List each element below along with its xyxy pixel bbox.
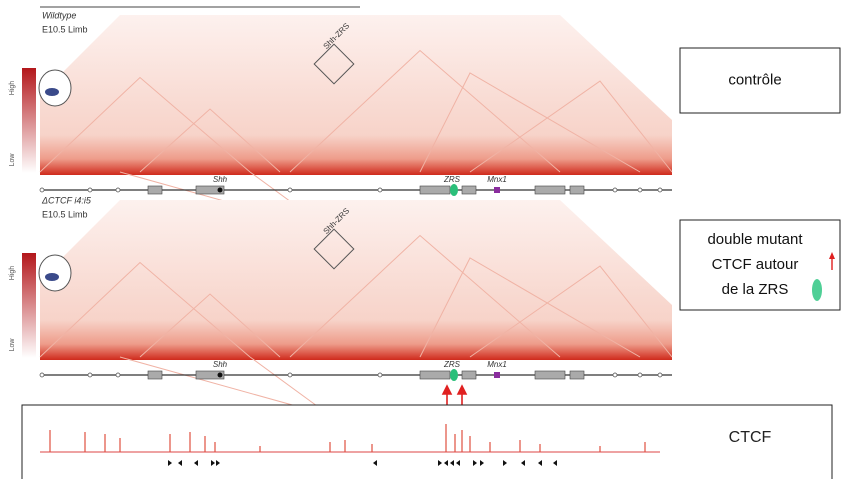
tad-edge <box>419 257 641 358</box>
mnx1-marker <box>494 372 500 378</box>
hic-map <box>40 15 672 175</box>
limb-icon <box>45 273 59 281</box>
shh-marker <box>217 372 223 378</box>
gene <box>419 185 451 195</box>
zrs-marker <box>450 184 458 196</box>
gene-tick <box>657 187 663 193</box>
ctcf-motif <box>178 460 182 466</box>
gene <box>461 185 477 195</box>
ctcf-peaks <box>49 424 646 466</box>
annotation-text: CTCF autour <box>712 256 799 273</box>
gene <box>569 185 585 195</box>
annotation-text: de la ZRS <box>722 281 789 298</box>
tad-edge <box>469 80 673 173</box>
ctcf-label: CTCF <box>729 429 772 446</box>
embryo-icon <box>38 254 72 292</box>
scale-high: High <box>9 266 16 281</box>
gene-tick <box>39 187 45 193</box>
gene-tick <box>287 187 293 193</box>
zrs-marker <box>450 369 458 381</box>
ctcf-motif <box>168 460 172 466</box>
annotation-arrowhead <box>829 252 835 259</box>
gene-label: Shh <box>213 175 228 184</box>
ctcf-motif <box>553 460 557 466</box>
gene <box>419 370 451 380</box>
ctcf-motif <box>450 460 454 466</box>
gene <box>569 370 585 380</box>
ctcf-motif <box>521 460 525 466</box>
ctcf-motif <box>444 460 448 466</box>
gene-tick <box>637 187 643 193</box>
tad-edge <box>139 108 281 173</box>
gene-tick <box>115 372 121 378</box>
ctcf-motif <box>480 460 484 466</box>
ctcf-motif <box>373 460 377 466</box>
tad-edge <box>39 261 251 358</box>
gene-tick <box>612 187 618 193</box>
mnx1-marker <box>494 187 500 193</box>
tad-edge <box>289 49 561 173</box>
gene-tick <box>87 187 93 193</box>
ctcf-motif <box>438 460 442 466</box>
gene-tick <box>612 372 618 378</box>
gene-tick <box>637 372 643 378</box>
annotation-zrs <box>812 279 822 301</box>
ctcf-motif <box>538 460 542 466</box>
gene-label: Mnx1 <box>487 360 507 369</box>
annotation-text: contrôle <box>728 71 781 88</box>
gene <box>147 185 163 195</box>
color-scale <box>22 68 36 173</box>
gene <box>534 370 566 380</box>
stage: E10.5 Limb <box>42 209 88 219</box>
tad-edge <box>289 234 561 358</box>
ctcf-motif <box>473 460 477 466</box>
gene <box>195 185 225 195</box>
gene-tick <box>287 372 293 378</box>
gene-tick <box>657 372 663 378</box>
limb-icon <box>45 88 59 96</box>
gene-tick <box>39 372 45 378</box>
genotype: ΔCTCF i4:i5 <box>41 195 92 205</box>
tad-edge <box>419 72 641 173</box>
gene-tick <box>87 372 93 378</box>
ctcf-motif <box>216 460 220 466</box>
ctcf-box <box>21 404 833 479</box>
gene <box>147 370 163 380</box>
contact-box <box>313 43 355 85</box>
annotation-box <box>679 47 841 114</box>
gene <box>534 185 566 195</box>
stage: E10.5 Limb <box>42 24 88 34</box>
gene-tick <box>377 372 383 378</box>
gene-tick <box>115 187 121 193</box>
embryo-icon <box>38 69 72 107</box>
scale-low: Low <box>9 153 16 167</box>
ctcf-motif <box>194 460 198 466</box>
gene-label: ZRS <box>443 175 461 184</box>
tad-edge <box>139 293 281 358</box>
gene <box>461 370 477 380</box>
tad-edge <box>469 265 673 358</box>
genotype: Wildtype <box>42 10 76 20</box>
gene-tick <box>377 187 383 193</box>
contact-box <box>313 228 355 270</box>
gene-label: ZRS <box>443 360 461 369</box>
color-scale <box>22 253 36 358</box>
scale-low: Low <box>9 338 16 352</box>
ctcf-motif <box>503 460 507 466</box>
gene-label: Mnx1 <box>487 175 507 184</box>
gene <box>195 370 225 380</box>
annotation-text: double mutant <box>707 231 803 248</box>
scale-high: High <box>9 81 16 96</box>
shh-marker <box>217 187 223 193</box>
hic-map <box>40 200 672 360</box>
tad-edge <box>39 76 251 173</box>
ctcf-motif <box>456 460 460 466</box>
ctcf-motif <box>211 460 215 466</box>
gene-label: Shh <box>213 360 228 369</box>
